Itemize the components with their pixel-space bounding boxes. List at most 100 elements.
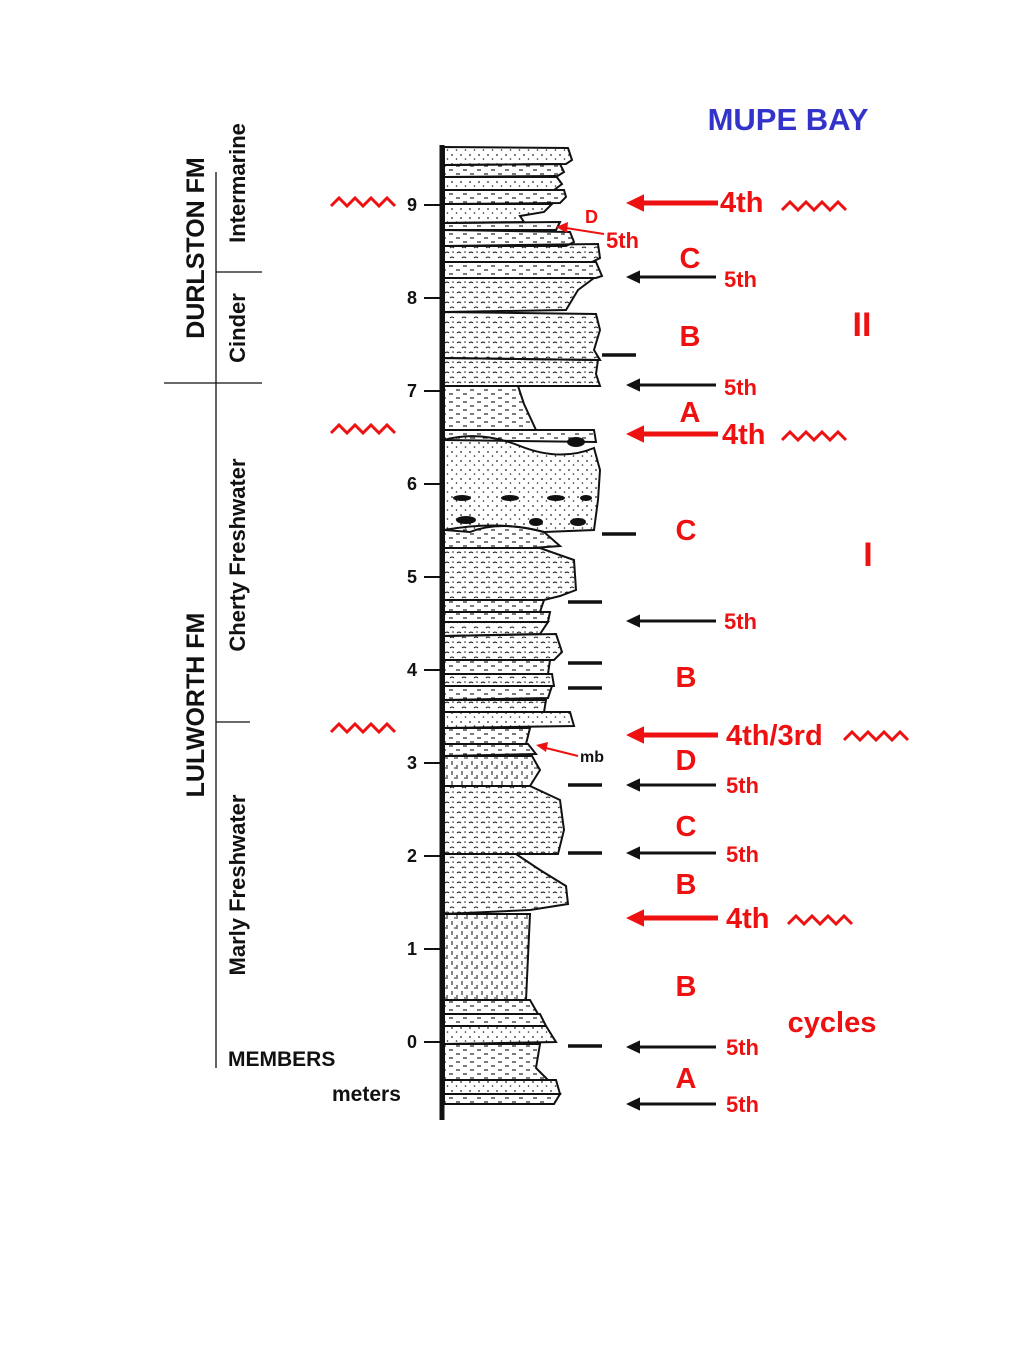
bed (443, 727, 532, 745)
bed (443, 632, 564, 661)
members-label: MEMBERS (228, 1048, 335, 1071)
cycles-label: cycles (788, 1007, 877, 1039)
bed (443, 277, 597, 314)
d-pointer (565, 227, 605, 235)
fifth-order-arrow-head (626, 270, 640, 284)
cycle-letter: D (676, 745, 697, 777)
fourth-third-order-label: 4th/3rd (726, 720, 823, 752)
bed (443, 999, 540, 1015)
scale-tick-label: 6 (407, 474, 417, 494)
scale-tick-label: 1 (407, 939, 417, 959)
scale-tick-label: 4 (407, 660, 417, 680)
fourth-order-arrow-head (626, 909, 644, 927)
bed (443, 685, 554, 702)
bed (443, 356, 602, 387)
mb-pointer (545, 747, 579, 757)
bed (443, 1025, 558, 1046)
squiggle-mark (786, 913, 854, 927)
bed (443, 162, 566, 178)
bed (443, 220, 562, 231)
scale-tick-label: 0 (407, 1032, 417, 1052)
unconformity-squiggles (329, 195, 910, 927)
chert-nodules (453, 437, 592, 526)
fifth-order-arrow-head (626, 1097, 640, 1111)
fourth-order-arrow-head (626, 425, 644, 443)
bed (443, 673, 556, 687)
fifth-order-label: 5th (726, 1035, 759, 1060)
bed (443, 203, 555, 225)
fourth-order-label-mid: 4th (722, 419, 766, 451)
fifth-order-arrow-head (626, 778, 640, 792)
bed (443, 145, 574, 167)
member-label-intermarine: Intermarine (225, 123, 250, 243)
bed (443, 785, 566, 855)
scale-ticks: 0 1 2 3 4 5 6 7 8 9 (407, 195, 442, 1052)
cycle-letter: B (676, 971, 697, 1003)
cycle-letter: C (676, 811, 697, 843)
fourth-order-arrow-head (626, 194, 644, 212)
meters-label: meters (332, 1083, 401, 1106)
bed (443, 310, 602, 362)
bed (443, 755, 542, 787)
bed (443, 385, 538, 431)
squiggle-mark (329, 721, 397, 735)
d-fifth-label: 5th (606, 228, 639, 253)
cycle-set-label: I (863, 536, 872, 574)
bed (443, 599, 546, 613)
fifth-order-arrow-head (626, 378, 640, 392)
bed (443, 524, 563, 549)
fourth-order-arrow-head (626, 726, 644, 744)
bed (443, 611, 552, 623)
cycle-boundary-dashes (568, 353, 636, 1048)
fifth-order-arrow-head (626, 614, 640, 628)
bed (443, 711, 576, 730)
squiggle-mark (329, 195, 397, 209)
fifth-order-label: 5th (726, 1092, 759, 1117)
member-label-marly-freshwater: Marly Freshwater (225, 794, 250, 975)
bed (443, 1093, 562, 1105)
bed (443, 189, 568, 206)
bed (443, 1013, 548, 1027)
fifth-order-label: 5th (724, 375, 757, 400)
bed (443, 699, 548, 713)
cycle-letter: B (676, 869, 697, 901)
cycle-letter: C (676, 515, 697, 547)
scale-tick-label: 3 (407, 753, 417, 773)
squiggle-mark (842, 729, 910, 743)
bed (443, 853, 570, 916)
d-pointer-head (556, 222, 568, 233)
member-label-cinder: Cinder (225, 293, 250, 363)
fifth-order-label: 5th (726, 773, 759, 798)
cycle-letter: B (680, 321, 701, 353)
cycle-letter: A (680, 397, 701, 429)
cycle-letter: C (680, 243, 701, 275)
cycle-set-label: II (853, 306, 872, 344)
bed (443, 547, 578, 601)
bed (443, 261, 604, 279)
fourth-order-label-low: 4th (726, 903, 770, 935)
fourth-order-label-top: 4th (720, 187, 764, 219)
bed (443, 174, 564, 191)
scale-tick-label: 9 (407, 195, 417, 215)
fifth-order-arrows (626, 270, 716, 1111)
formation-label-durlston: DURLSTON FM (182, 157, 210, 338)
formation-label-lulworth: LULWORTH FM (182, 613, 210, 798)
scale-tick-label: 8 (407, 288, 417, 308)
cycle-letter: A (676, 1063, 697, 1095)
member-label-cherty-freshwater: Cherty Freshwater (225, 458, 250, 652)
scale-tick-label: 7 (407, 381, 417, 401)
bed (443, 1043, 551, 1081)
mb-label: mb (580, 749, 604, 766)
bed (443, 743, 539, 758)
bed (443, 913, 532, 1001)
fifth-order-label: 5th (724, 267, 757, 292)
scale-tick-label: 5 (407, 567, 417, 587)
bed (443, 1079, 562, 1095)
fifth-order-label: 5th (726, 842, 759, 867)
squiggle-mark (780, 199, 848, 213)
cycle-letter-d-small: D (585, 207, 598, 227)
bed (443, 242, 602, 263)
division-lines (164, 172, 262, 1068)
scale-tick-label: 2 (407, 846, 417, 866)
